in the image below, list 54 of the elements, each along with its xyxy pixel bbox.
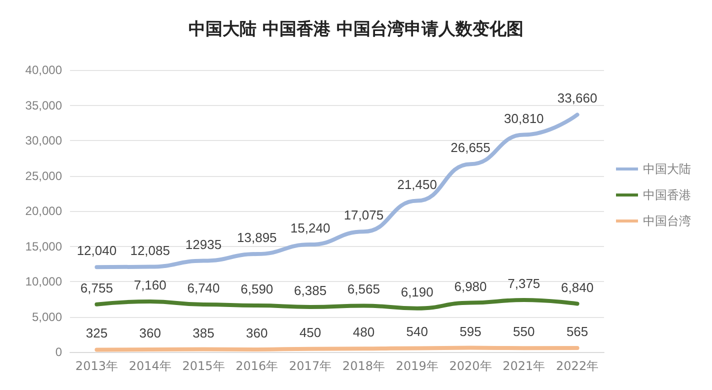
data-label: 7,160 xyxy=(134,278,166,293)
y-tick-label: 40,000 xyxy=(25,63,62,77)
y-tick-label: 15,000 xyxy=(25,239,62,254)
legend-label: 中国台湾 xyxy=(643,214,691,228)
x-tick-label: 2021年 xyxy=(502,359,546,373)
x-tick-label: 2016年 xyxy=(236,359,278,373)
data-label: 17,075 xyxy=(344,208,384,223)
x-tick-label: 2022年 xyxy=(556,359,599,373)
data-label: 26,655 xyxy=(450,140,490,156)
data-label: 13,895 xyxy=(237,230,277,246)
y-tick-label: 30,000 xyxy=(25,134,62,148)
data-label: 325 xyxy=(86,326,108,341)
legend-label: 中国大陆 xyxy=(643,162,691,176)
x-tick-label: 2013年 xyxy=(75,359,118,373)
chart-title: 中国大陆 中国香港 中国台湾申请人数变化图 xyxy=(188,20,524,40)
data-label: 7,375 xyxy=(508,276,540,292)
data-label: 6,755 xyxy=(80,280,113,296)
data-label: 12,040 xyxy=(76,243,117,258)
data-label: 30,810 xyxy=(504,110,544,126)
y-tick-label: 5,000 xyxy=(32,310,62,324)
legend-label: 中国香港 xyxy=(643,188,691,202)
data-label: 6,740 xyxy=(187,280,220,296)
y-tick-label: 10,000 xyxy=(25,274,62,288)
data-label: 12,085 xyxy=(130,242,170,258)
x-tick-label: 2015年 xyxy=(182,359,225,373)
data-label: 595 xyxy=(460,324,482,339)
data-label: 550 xyxy=(513,324,535,340)
data-label: 6,840 xyxy=(561,280,594,295)
data-label: 15,240 xyxy=(290,220,330,236)
data-label: 450 xyxy=(299,324,322,340)
data-label: 21,450 xyxy=(397,176,437,192)
data-label: 6,590 xyxy=(240,282,274,297)
data-label: 6,190 xyxy=(400,284,434,300)
x-tick-label: 2017年 xyxy=(289,359,332,373)
data-label: 360 xyxy=(139,325,161,340)
data-label: 385 xyxy=(192,325,214,340)
y-tick-label: 25,000 xyxy=(25,168,62,183)
x-tick-label: 2014年 xyxy=(128,359,172,373)
data-label: 540 xyxy=(406,324,428,340)
data-label: 33,660 xyxy=(557,90,598,106)
line-series xyxy=(94,298,580,310)
y-tick-label: 35,000 xyxy=(25,98,62,112)
y-tick-label: 20,000 xyxy=(25,204,62,218)
data-label: 565 xyxy=(566,324,588,340)
data-label: 6,565 xyxy=(347,282,380,297)
x-tick-label: 2020年 xyxy=(449,359,492,373)
data-label: 6,385 xyxy=(294,282,327,298)
x-tick-label: 2018年 xyxy=(342,359,385,373)
data-label: 6,980 xyxy=(454,278,487,294)
x-tick-label: 2019年 xyxy=(396,359,438,373)
data-label: 360 xyxy=(246,325,268,340)
y-tick-label: 0 xyxy=(55,345,62,359)
data-label: 480 xyxy=(352,324,375,340)
data-label: 12935 xyxy=(185,236,222,252)
